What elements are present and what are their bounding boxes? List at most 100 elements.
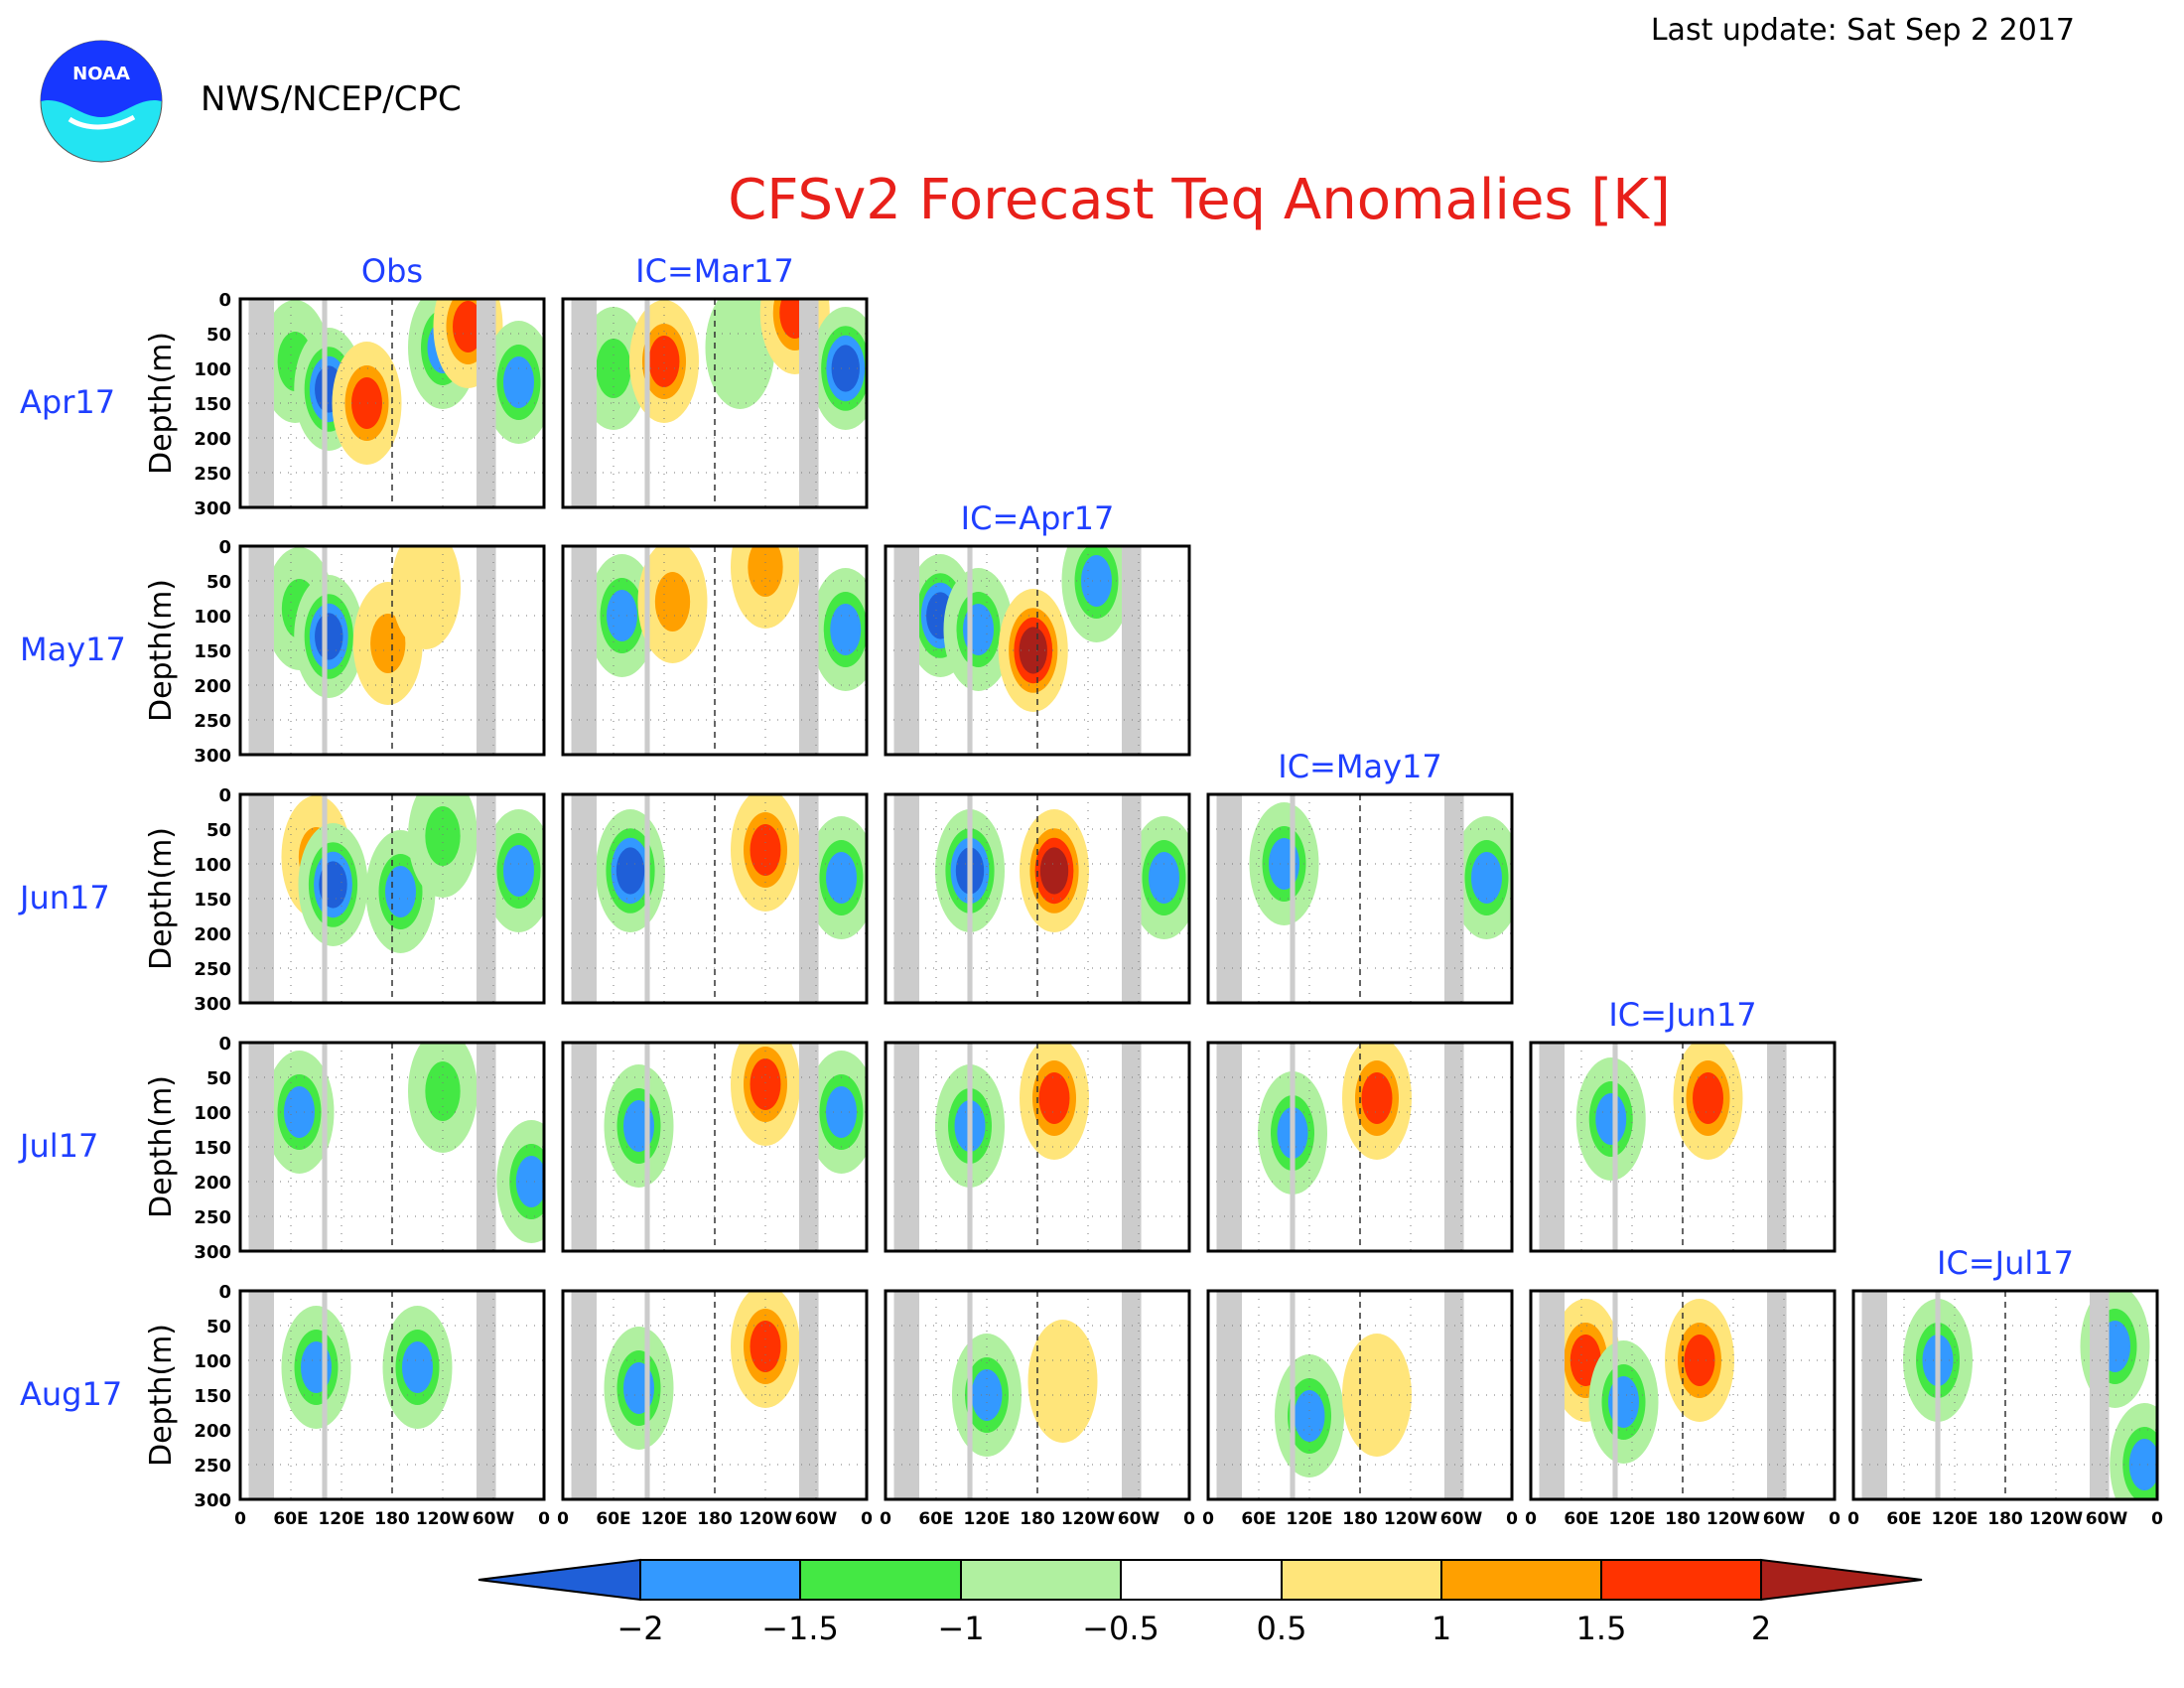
column-title: IC=Jun17 xyxy=(1608,996,1756,1034)
anomaly-contour xyxy=(284,1086,315,1138)
land-mask-band xyxy=(799,546,819,755)
x-tick-label: 180 xyxy=(374,1509,410,1529)
land-mask-band xyxy=(477,1291,496,1499)
land-mask-band xyxy=(571,794,597,1003)
x-tick-label: 180 xyxy=(697,1509,733,1529)
colorbar-level-label: 0.5 xyxy=(1257,1610,1307,1647)
panel-frame xyxy=(1851,1289,2159,1501)
y-axis-title: Depth(m) xyxy=(144,827,179,970)
land-mask-band xyxy=(1122,546,1142,755)
colorbar-swatch xyxy=(1120,1559,1283,1601)
y-tick-label: 200 xyxy=(194,429,231,450)
anomaly-contour xyxy=(596,339,631,398)
land-mask-band xyxy=(967,794,973,1003)
panel-frame xyxy=(884,1289,1191,1501)
y-tick-label: 100 xyxy=(194,607,231,628)
anomaly-contour xyxy=(1149,852,1179,904)
x-tick-label: 60W xyxy=(2086,1509,2128,1529)
anomaly-contour xyxy=(404,550,448,626)
anomaly-contour xyxy=(1355,1357,1399,1433)
anomaly-contour xyxy=(503,356,534,408)
colorbar: −2 −1.5 −1 −0.5 0.5 1 1.5 2 xyxy=(478,1558,1923,1647)
panel-frame xyxy=(1529,1289,1837,1501)
column-title: IC=Mar17 xyxy=(635,252,794,290)
x-tick-label: 120W xyxy=(1706,1509,1760,1529)
x-tick-label: 120W xyxy=(1384,1509,1437,1529)
anomaly-contour xyxy=(402,1341,433,1393)
anomaly-contour xyxy=(385,866,416,917)
land-mask-band xyxy=(2090,1291,2110,1499)
panel-r3-c4 xyxy=(1529,1041,1837,1253)
x-tick-label: 180 xyxy=(1665,1509,1701,1529)
x-tick-label: 0 xyxy=(861,1509,873,1529)
y-tick-label: 250 xyxy=(194,1456,231,1477)
anomaly-contour xyxy=(425,806,461,866)
land-mask-band xyxy=(1767,1043,1787,1251)
x-tick-label: 120W xyxy=(416,1509,470,1529)
land-mask-band xyxy=(248,1291,274,1499)
land-mask-band xyxy=(644,546,650,755)
panel-frame xyxy=(1529,1041,1837,1253)
y-tick-label: 0 xyxy=(218,1282,231,1303)
y-tick-label: 150 xyxy=(194,1386,231,1407)
colorbar-arrow-high xyxy=(1760,1558,1923,1602)
x-tick-label: 60E xyxy=(596,1509,630,1529)
y-tick-label: 50 xyxy=(206,1317,231,1337)
anomaly-contour xyxy=(315,613,343,660)
panel-r2-c3 xyxy=(1206,792,1514,1005)
row-label: Jun17 xyxy=(18,879,110,916)
land-mask-band xyxy=(893,794,919,1003)
agency-label: NWS/NCEP/CPC xyxy=(201,79,462,119)
land-mask-band xyxy=(1612,1043,1618,1251)
panel-frame xyxy=(561,1289,869,1501)
land-mask-band xyxy=(1444,794,1464,1003)
land-mask-band xyxy=(248,794,274,1003)
panel-frame xyxy=(1206,792,1514,1005)
land-mask-band xyxy=(1216,1043,1242,1251)
land-mask-band xyxy=(644,1043,650,1251)
x-tick-label: 0 xyxy=(1183,1509,1195,1529)
column-title: IC=Apr17 xyxy=(961,499,1115,537)
last-update-text: Last update: Sat Sep 2 2017 xyxy=(1651,13,2075,48)
colorbar-swatch xyxy=(1440,1559,1602,1601)
colorbar-level-label: −0.5 xyxy=(1082,1610,1160,1647)
colorbar-swatch xyxy=(799,1559,962,1601)
x-tick-label: 0 xyxy=(1506,1509,1518,1529)
y-tick-label: 150 xyxy=(194,1138,231,1159)
panel-frame xyxy=(238,544,546,757)
land-mask-band xyxy=(799,794,819,1003)
y-axis-title: Depth(m) xyxy=(144,579,179,722)
x-tick-label: 60W xyxy=(1118,1509,1160,1529)
panel-r1-c1 xyxy=(561,544,869,757)
x-tick-label: 120W xyxy=(1061,1509,1115,1529)
anomaly-contour xyxy=(1019,627,1047,674)
land-mask-band xyxy=(322,546,328,755)
colorbar-swatch xyxy=(639,1559,801,1601)
land-mask-band xyxy=(1290,1291,1296,1499)
colorbar-level-label: −1.5 xyxy=(761,1610,839,1647)
x-tick-label: 180 xyxy=(1987,1509,2023,1529)
x-tick-label: 60E xyxy=(1886,1509,1921,1529)
colorbar-swatch xyxy=(960,1559,1122,1601)
row-label: Jul17 xyxy=(18,1127,98,1165)
anomaly-contour xyxy=(1040,1343,1085,1419)
panel-r4-c5 xyxy=(1851,1289,2159,1501)
anomaly-contour xyxy=(503,845,534,897)
panel-frame xyxy=(561,1041,869,1253)
land-mask-band xyxy=(248,299,274,507)
panel-r3-c0 xyxy=(238,1041,546,1253)
panel-r3-c3 xyxy=(1206,1041,1514,1253)
y-tick-label: 250 xyxy=(194,464,231,485)
panel-r1-c2 xyxy=(884,544,1191,757)
x-tick-label: 120E xyxy=(1931,1509,1978,1529)
y-tick-label: 200 xyxy=(194,924,231,945)
panel-grid: Apr17 Depth(m) 0 50 100 150 200 250 300 Obs IC=Mar… xyxy=(18,252,2163,1529)
y-tick-label: 0 xyxy=(218,290,231,311)
x-tick-label: 60W xyxy=(473,1509,515,1529)
land-mask-band xyxy=(477,794,496,1003)
x-tick-label: 60E xyxy=(1241,1509,1276,1529)
land-mask-band xyxy=(1216,794,1242,1003)
land-mask-band xyxy=(644,794,650,1003)
x-tick-label: 60W xyxy=(795,1509,838,1529)
y-tick-label: 250 xyxy=(194,1207,231,1228)
